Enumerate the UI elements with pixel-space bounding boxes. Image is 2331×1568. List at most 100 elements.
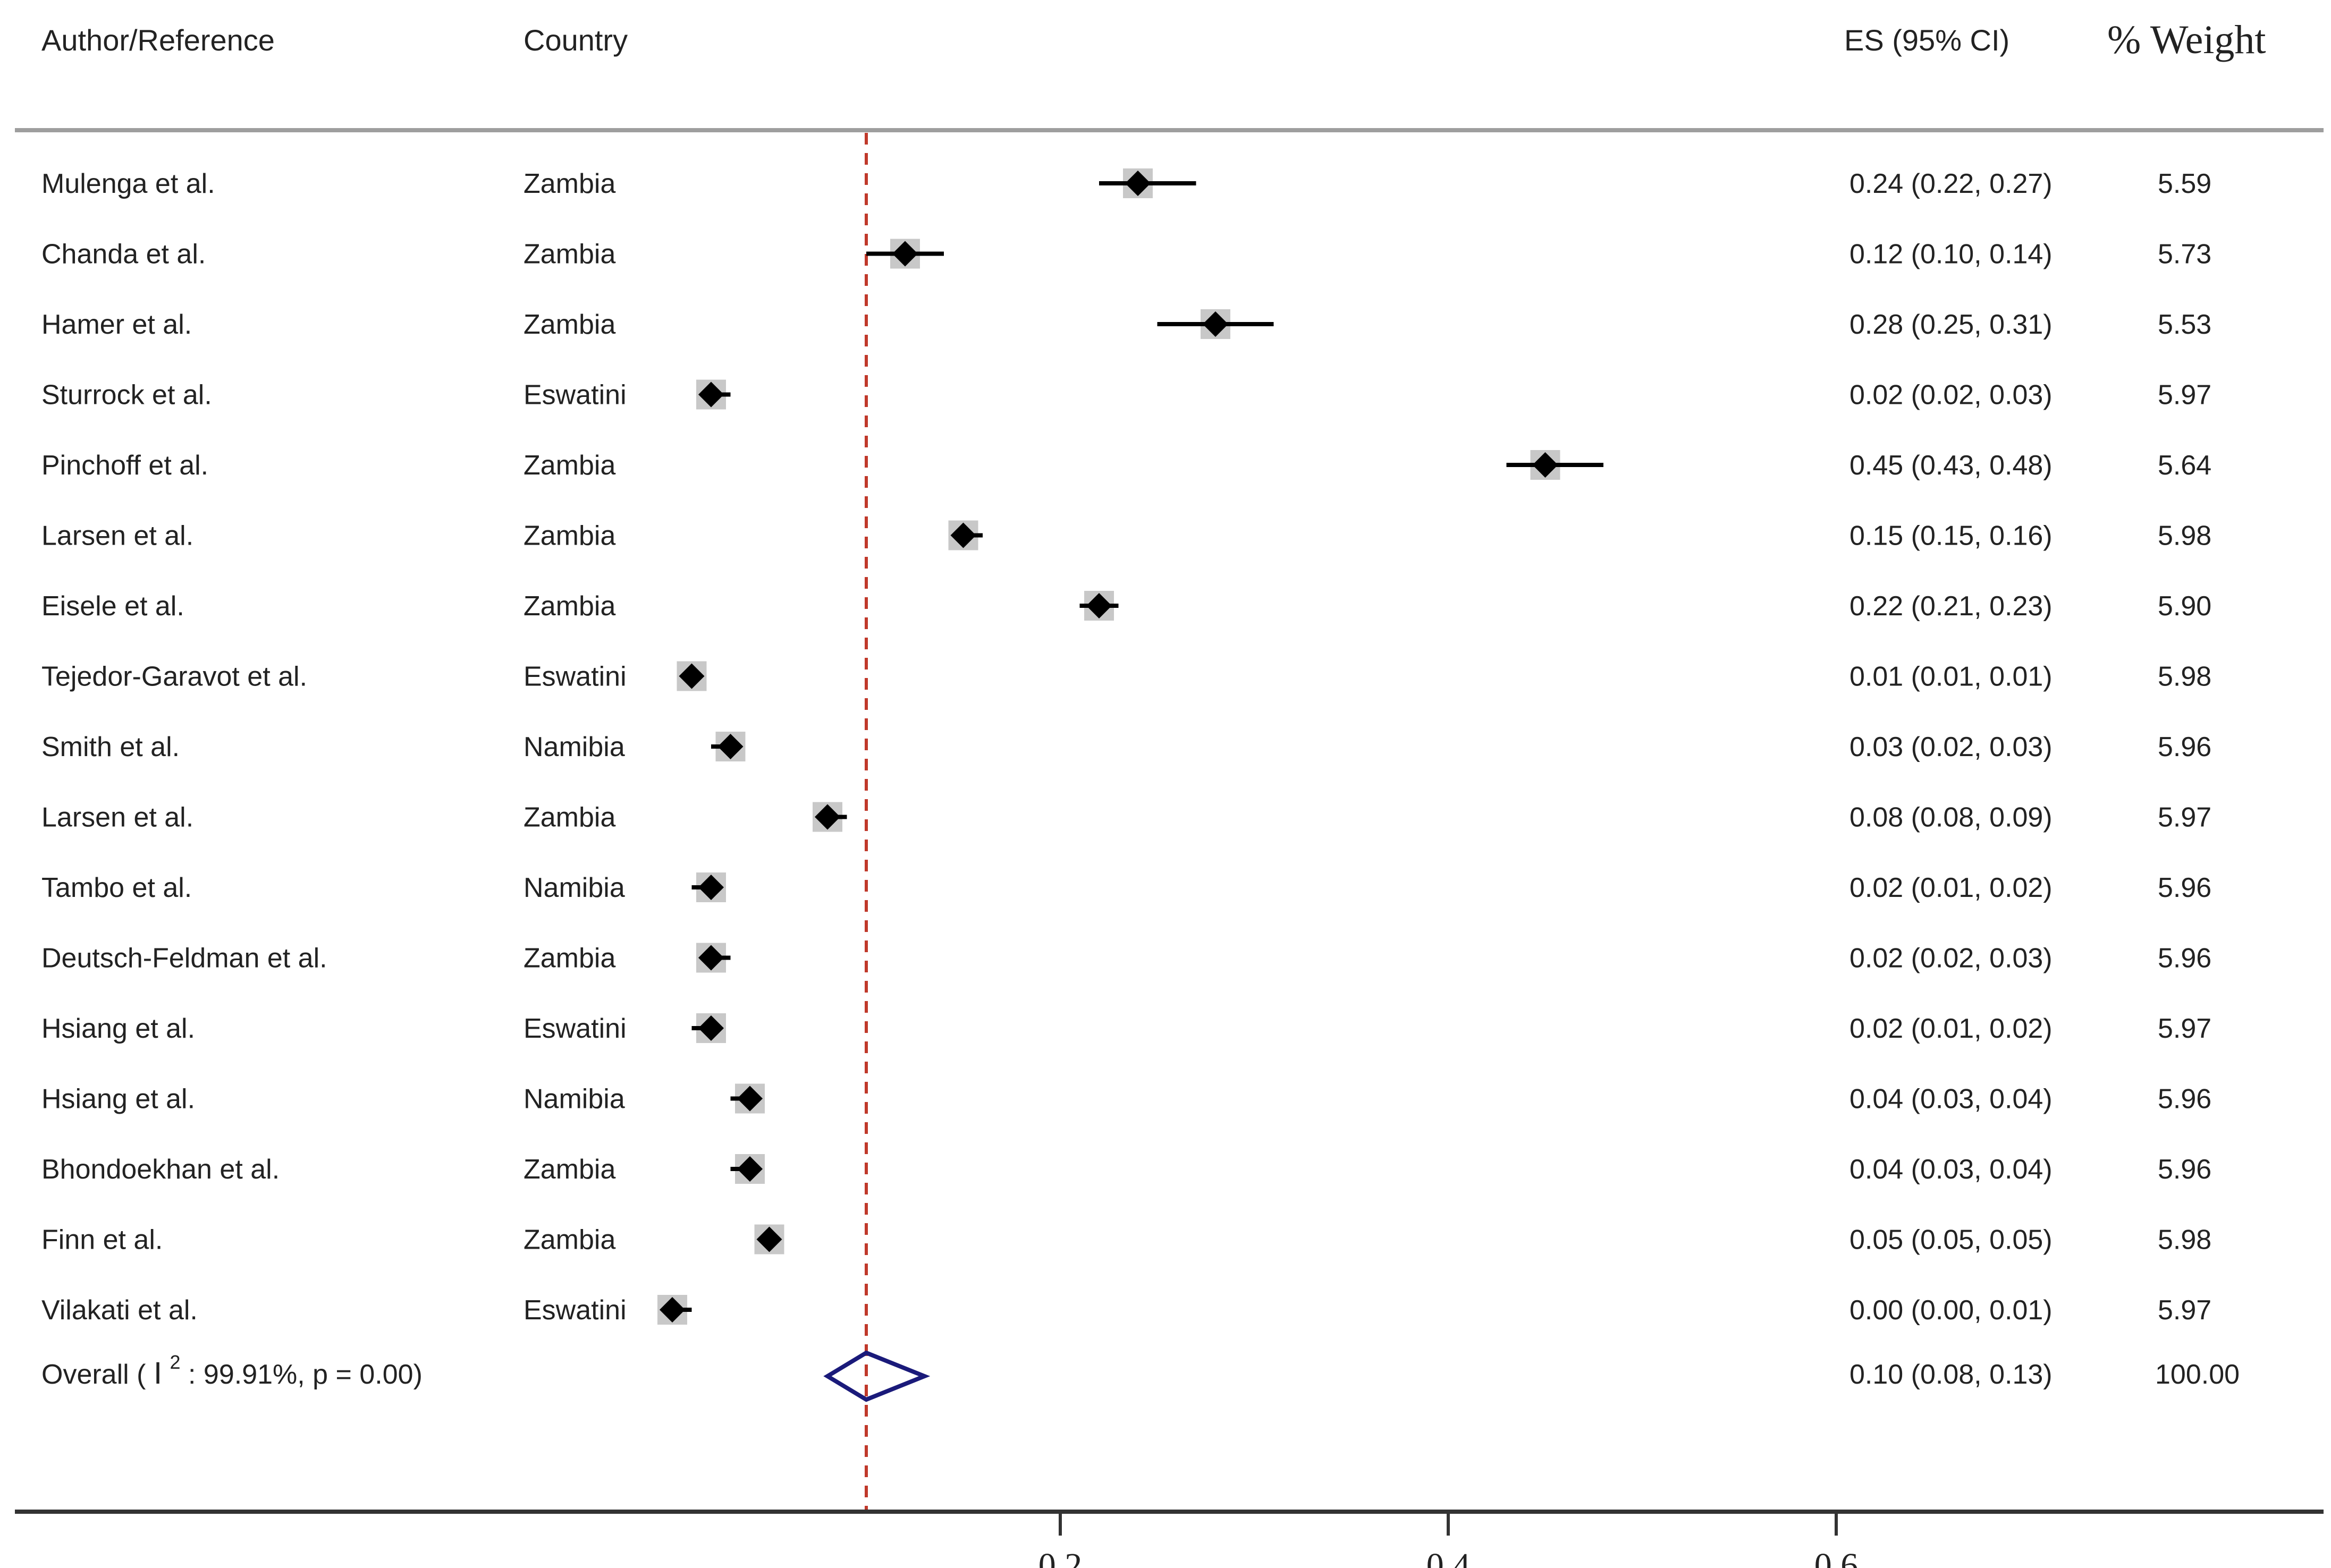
point-estimate: [737, 1086, 763, 1112]
point-estimate: [950, 522, 976, 548]
point-estimate: [1203, 311, 1228, 337]
overall-label: Overall ( I 2 : 99.91%, p = 0.00): [41, 1344, 423, 1391]
study-weight: 5.98: [2158, 1225, 2211, 1256]
study-weight: 5.97: [2158, 1013, 2211, 1044]
point-estimate: [1086, 593, 1112, 618]
i2-symbol: I: [154, 1356, 162, 1391]
study-country: Zambia: [523, 450, 615, 481]
study-author: Sturrock et al.: [41, 380, 212, 411]
header-author: Author/Reference: [41, 23, 275, 57]
study-ci: 0.45 (0.43, 0.48): [1849, 450, 2053, 481]
overall-weight: 100.00: [2155, 1359, 2240, 1390]
i2-superscript: 2: [170, 1351, 181, 1373]
study-country: Eswatini: [523, 380, 627, 411]
study-weight: 5.97: [2158, 380, 2211, 411]
x-tick-label: 0.2: [1038, 1546, 1083, 1568]
study-country: Zambia: [523, 309, 615, 340]
point-estimate: [698, 945, 724, 971]
study-weight: 5.96: [2158, 872, 2211, 903]
study-author: Larsen et al.: [41, 802, 193, 833]
study-country: Zambia: [523, 943, 615, 974]
study-author: Hsiang et al.: [41, 1084, 195, 1115]
study-rows: Mulenga et al. Zambia 0.24 (0.22, 0.27) 5.5…: [41, 168, 2211, 1326]
point-estimate: [892, 241, 918, 267]
study-weight: 5.96: [2158, 1154, 2211, 1185]
study-ci: 0.02 (0.02, 0.03): [1849, 943, 2053, 974]
study-author: Hamer et al.: [41, 309, 192, 340]
study-author: Finn et al.: [41, 1225, 163, 1256]
study-ci: 0.08 (0.08, 0.09): [1849, 802, 2053, 833]
study-ci: 0.04 (0.03, 0.04): [1849, 1154, 2053, 1185]
point-estimate: [698, 875, 724, 900]
point-estimate: [737, 1156, 763, 1182]
study-country: Eswatini: [523, 1295, 627, 1326]
study-country: Zambia: [523, 1225, 615, 1256]
study-weight: 5.96: [2158, 732, 2211, 762]
study-weight: 5.97: [2158, 1295, 2211, 1326]
study-ci: 0.02 (0.01, 0.02): [1849, 872, 2053, 903]
overall-ci: 0.10 (0.08, 0.13): [1849, 1359, 2053, 1390]
x-tick-label: 0.6: [1814, 1546, 1859, 1568]
study-country: Eswatini: [523, 662, 627, 692]
point-estimate: [756, 1226, 782, 1252]
study-country: Zambia: [523, 591, 615, 622]
study-country: Zambia: [523, 802, 615, 833]
x-axis-ticks: 0.2 0.4 0.6: [1038, 1512, 1859, 1568]
study-country: Zambia: [523, 239, 615, 270]
study-author: Smith et al.: [41, 732, 180, 762]
study-ci: 0.03 (0.02, 0.03): [1849, 732, 2053, 762]
study-ci: 0.04 (0.03, 0.04): [1849, 1084, 2053, 1115]
study-author: Larsen et al.: [41, 521, 193, 552]
study-author: Tejedor-Garavot et al.: [41, 662, 307, 692]
study-country: Namibia: [523, 1084, 625, 1115]
study-ci: 0.28 (0.25, 0.31): [1849, 309, 2053, 340]
study-ci: 0.24 (0.22, 0.27): [1849, 168, 2053, 199]
overall-diamond: [823, 1350, 931, 1402]
study-ci: 0.02 (0.02, 0.03): [1849, 380, 2053, 411]
study-country: Zambia: [523, 521, 615, 552]
study-ci: 0.12 (0.10, 0.14): [1849, 239, 2053, 270]
study-author: Pinchoff et al.: [41, 450, 208, 481]
study-ci: 0.15 (0.15, 0.16): [1849, 521, 2053, 552]
point-estimate: [1125, 171, 1151, 196]
study-author: Vilakati et al.: [41, 1295, 198, 1326]
point-estimate: [660, 1297, 685, 1323]
study-ci: 0.00 (0.00, 0.01): [1849, 1295, 2053, 1326]
study-ci: 0.02 (0.01, 0.02): [1849, 1013, 2053, 1044]
point-estimate: [679, 663, 705, 689]
study-author: Tambo et al.: [41, 872, 192, 903]
header-country: Country: [523, 23, 628, 57]
header-weight: % Weight: [2107, 18, 2266, 62]
study-weight: 5.96: [2158, 943, 2211, 974]
point-estimate: [717, 734, 744, 759]
x-tick-label: 0.4: [1426, 1546, 1471, 1568]
study-author: Bhondoekhan et al.: [41, 1154, 280, 1185]
study-weight: 5.90: [2158, 591, 2211, 622]
study-weight: 5.53: [2158, 309, 2211, 340]
point-estimate: [815, 804, 840, 830]
study-country: Zambia: [523, 168, 615, 199]
study-ci: 0.22 (0.21, 0.23): [1849, 591, 2053, 622]
point-estimate: [698, 1015, 724, 1041]
study-country: Eswatini: [523, 1013, 627, 1044]
plot-marks: [657, 133, 1603, 1512]
study-weight: 5.64: [2158, 450, 2211, 481]
study-weight: 5.73: [2158, 239, 2211, 270]
point-estimate: [698, 382, 724, 408]
study-author: Chanda et al.: [41, 239, 206, 270]
study-weight: 5.96: [2158, 1084, 2211, 1115]
study-country: Namibia: [523, 732, 625, 762]
header-es: ES (95% CI): [1844, 23, 2009, 57]
study-weight: 5.59: [2158, 168, 2211, 199]
study-author: Mulenga et al.: [41, 168, 215, 199]
study-ci: 0.01 (0.01, 0.01): [1849, 662, 2053, 692]
overall-stats: 99.91%, p = 0.00): [204, 1359, 423, 1390]
study-author: Eisele et al.: [41, 591, 184, 622]
overall-text: Overall: [41, 1359, 129, 1390]
study-author: Hsiang et al.: [41, 1013, 195, 1044]
study-country: Namibia: [523, 872, 625, 903]
study-ci: 0.05 (0.05, 0.05): [1849, 1225, 2053, 1256]
point-estimate: [1532, 452, 1558, 478]
study-weight: 5.98: [2158, 521, 2211, 552]
